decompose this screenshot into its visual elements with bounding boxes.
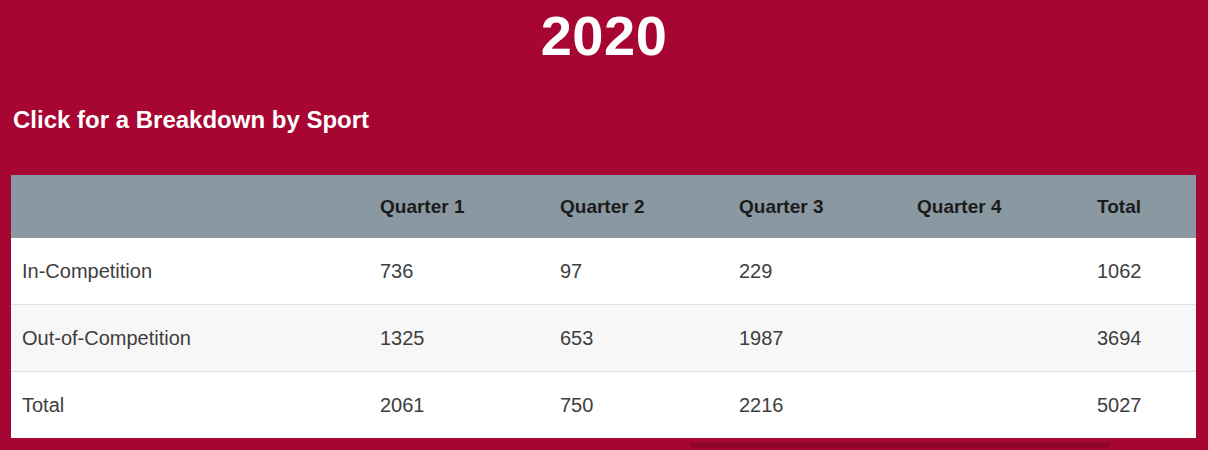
table-cell (906, 305, 1086, 372)
table-cell: 736 (369, 238, 549, 305)
table-cell: 2061 (369, 372, 549, 439)
table-cell: 653 (549, 305, 728, 372)
table-body: In-Competition736972291062Out-of-Competi… (11, 238, 1196, 438)
horizontal-scrollbar-thumb[interactable] (690, 442, 1110, 448)
table-row: Out-of-Competition13256531987 3694 (11, 305, 1196, 372)
table-header: Quarter 1Quarter 2Quarter 3Quarter 4Tota… (11, 175, 1196, 238)
column-header: Quarter 4 (906, 175, 1086, 238)
row-label: Out-of-Competition (11, 305, 369, 372)
column-header-empty (11, 175, 369, 238)
table-cell: 1987 (728, 305, 906, 372)
page-title: 2020 (0, 0, 1208, 66)
table-cell: 750 (549, 372, 728, 439)
table-row: In-Competition73697229 1062 (11, 238, 1196, 305)
table-cell: 97 (549, 238, 728, 305)
column-header: Quarter 1 (369, 175, 549, 238)
column-header: Total (1086, 175, 1196, 238)
table-cell: 1325 (369, 305, 549, 372)
row-label: In-Competition (11, 238, 369, 305)
column-header: Quarter 3 (728, 175, 906, 238)
breakdown-by-sport-link[interactable]: Click for a Breakdown by Sport (13, 106, 369, 133)
table-cell: 1062 (1086, 238, 1196, 305)
testing-stats-table-container: Quarter 1Quarter 2Quarter 3Quarter 4Tota… (11, 175, 1196, 438)
table-cell (906, 372, 1086, 439)
table-row: Total20617502216 5027 (11, 372, 1196, 439)
testing-stats-table: Quarter 1Quarter 2Quarter 3Quarter 4Tota… (11, 175, 1196, 438)
table-cell: 229 (728, 238, 906, 305)
row-label: Total (11, 372, 369, 439)
table-cell: 2216 (728, 372, 906, 439)
table-cell: 3694 (1086, 305, 1196, 372)
table-header-row: Quarter 1Quarter 2Quarter 3Quarter 4Tota… (11, 175, 1196, 238)
table-cell: 5027 (1086, 372, 1196, 439)
column-header: Quarter 2 (549, 175, 728, 238)
table-cell (906, 238, 1086, 305)
